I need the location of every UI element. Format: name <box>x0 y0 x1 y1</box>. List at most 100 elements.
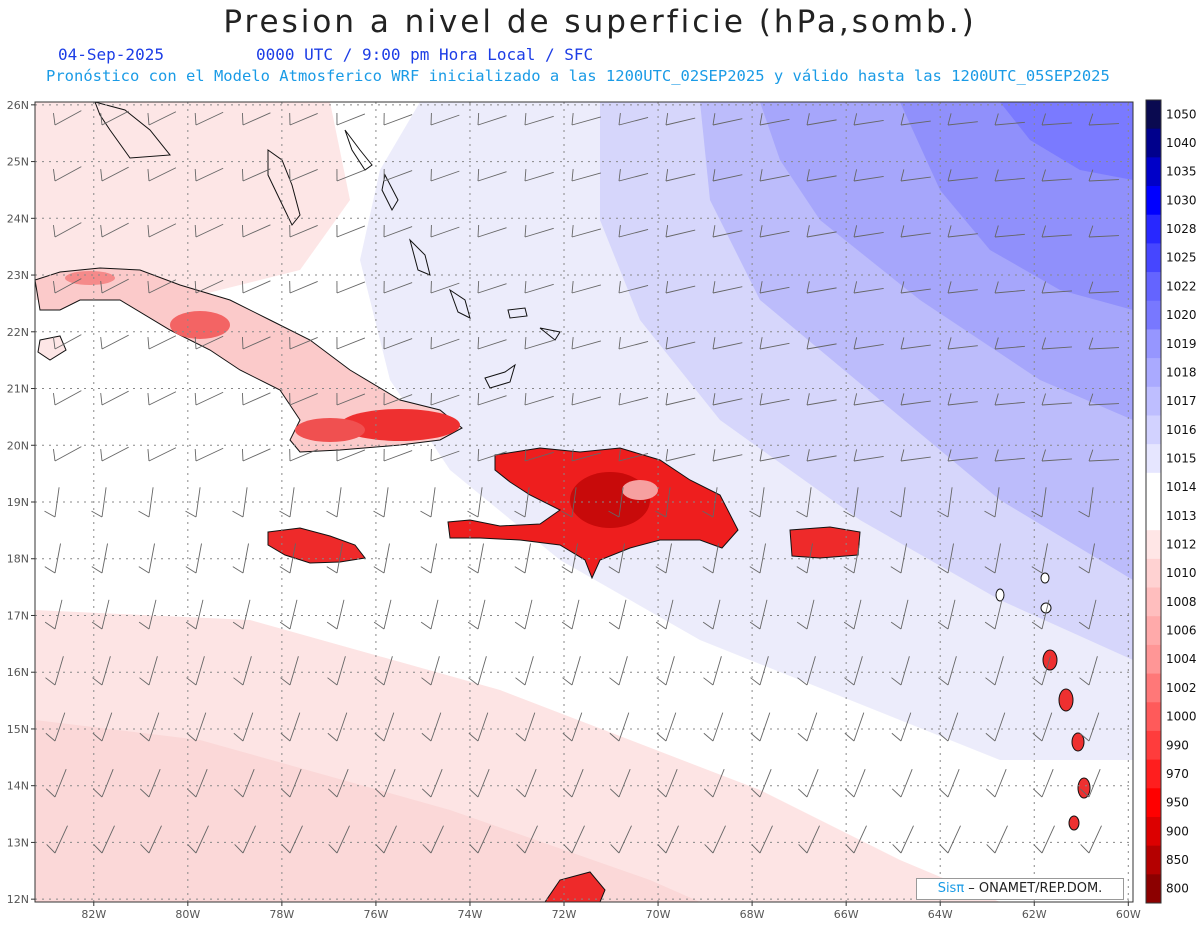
wind-barb <box>1041 113 1072 126</box>
wind-barb <box>609 712 630 742</box>
wind-barb <box>571 113 602 126</box>
wind-barb <box>289 280 318 294</box>
wind-barb <box>1088 393 1119 406</box>
wind-barb <box>657 825 679 854</box>
wind-barb <box>477 336 507 350</box>
wind-barb <box>665 449 696 462</box>
wind-barb <box>44 599 63 630</box>
wind-barb <box>900 449 931 462</box>
wind-barb <box>610 825 632 854</box>
lat-label: 20N <box>7 439 29 452</box>
wind-barb <box>186 768 208 798</box>
wind-barb <box>234 825 256 854</box>
wind-barb <box>139 656 158 686</box>
colorbar-label: 1018 <box>1166 365 1197 379</box>
wind-barb <box>45 768 67 798</box>
wind-barb <box>1079 768 1101 798</box>
wind-barb <box>515 712 536 742</box>
colorbar-swatch <box>1146 186 1161 216</box>
wind-barb <box>702 599 721 630</box>
wind-barb <box>571 337 602 350</box>
colorbar-swatch <box>1146 673 1161 703</box>
wind-barb <box>665 113 696 126</box>
wind-barb <box>241 392 271 406</box>
wind-barb <box>985 656 1004 686</box>
wind-barb <box>232 487 248 518</box>
wind-barb <box>563 825 585 854</box>
wind-barb <box>373 487 389 518</box>
wind-barb <box>1031 599 1050 630</box>
wind-barb <box>186 712 207 742</box>
wind-barb <box>1041 449 1072 462</box>
lat-label: 22N <box>7 326 29 339</box>
wind-barb <box>759 449 790 462</box>
wind-barb <box>655 487 671 518</box>
wind-barb <box>665 281 696 294</box>
wind-barb <box>1032 656 1051 686</box>
wind-barb <box>892 825 914 854</box>
wind-barb <box>843 487 859 518</box>
wind-barb <box>939 825 961 854</box>
wind-barb <box>327 656 346 686</box>
wind-barb <box>514 599 533 630</box>
wind-barb <box>430 392 460 406</box>
wind-barb <box>421 712 442 742</box>
wind-barb <box>1079 656 1098 686</box>
lon-label: 68W <box>740 908 765 921</box>
wind-barb <box>336 448 366 462</box>
wind-barb <box>138 599 157 630</box>
colorbar-swatch <box>1146 845 1161 875</box>
wind-barb <box>845 825 867 854</box>
colorbar-label: 1022 <box>1166 279 1197 293</box>
wind-barb <box>100 278 129 294</box>
wind-barb <box>853 281 884 294</box>
lon-label: 82W <box>81 908 106 921</box>
wind-barb <box>233 656 252 686</box>
wind-barb <box>280 656 299 686</box>
wind-barb <box>618 281 649 294</box>
wind-barb <box>53 278 82 294</box>
wind-barb <box>1031 543 1048 574</box>
wind-barb <box>477 392 507 406</box>
wind-barb <box>187 825 209 854</box>
colorbar-swatch <box>1146 214 1161 244</box>
colorbar-label: 900 <box>1166 824 1189 838</box>
wind-barb <box>100 110 129 126</box>
wind-barb <box>798 825 820 854</box>
wind-barb <box>947 393 978 406</box>
wind-barb <box>937 599 956 630</box>
wind-barb <box>712 449 743 462</box>
wind-barb <box>891 768 913 798</box>
wind-barb <box>139 768 161 798</box>
wind-barb <box>241 168 271 182</box>
wind-barb <box>890 487 906 518</box>
colorbar-label: 1040 <box>1166 136 1197 150</box>
colorbar-swatch <box>1146 272 1161 302</box>
wind-barb <box>44 487 60 518</box>
wind-barb <box>749 599 768 630</box>
wind-barb <box>937 487 953 518</box>
wind-barb <box>1088 225 1119 238</box>
wind-barb <box>618 169 649 182</box>
colorbar-swatch <box>1146 501 1161 531</box>
colorbar-label: 850 <box>1166 853 1189 867</box>
wind-barb <box>656 768 678 798</box>
wind-barb <box>712 281 743 294</box>
wind-barb <box>289 224 318 238</box>
colorbar-label: 800 <box>1166 882 1189 896</box>
wind-barb <box>467 543 484 574</box>
lon-label: 66W <box>834 908 859 921</box>
lat-label: 14N <box>7 780 29 793</box>
wind-barb <box>806 337 837 350</box>
colorbar-swatch <box>1146 587 1161 617</box>
lon-label: 70W <box>646 908 671 921</box>
wind-barb <box>233 712 254 742</box>
wind-barb <box>147 167 177 182</box>
wind-barb <box>289 168 318 182</box>
colorbar-label: 1008 <box>1166 595 1197 609</box>
wind-barb <box>571 281 602 294</box>
wind-barb <box>712 337 743 350</box>
colorbar-label: 1016 <box>1166 423 1197 437</box>
wind-barb <box>561 599 580 630</box>
